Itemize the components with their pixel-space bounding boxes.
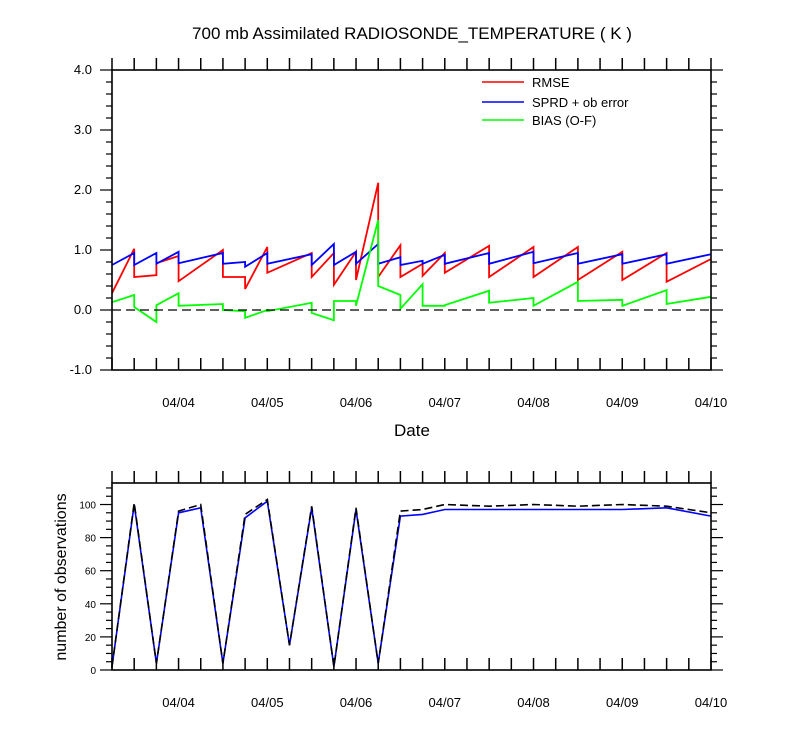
y-tick-label: 0.0 <box>74 302 92 317</box>
x-tick-label: 04/08 <box>517 695 550 710</box>
y-tick-label: 1.0 <box>74 242 92 257</box>
x-tick-label: 04/06 <box>340 695 373 710</box>
series-line-bias-o-f- <box>111 219 712 324</box>
x-tick-label: 04/09 <box>606 695 639 710</box>
x-tick-label: 04/04 <box>162 695 195 710</box>
bottom-series-group <box>111 498 712 667</box>
x-tick-label: 04/07 <box>429 695 462 710</box>
top-series-group <box>111 182 712 324</box>
top-plot-frame <box>111 69 712 371</box>
x-tick-label: 04/06 <box>340 395 373 410</box>
x-axis-label: Date <box>394 421 430 440</box>
y-tick-label: 80 <box>85 534 97 545</box>
chart-title: 700 mb Assimilated RADIOSONDE_TEMPERATUR… <box>192 24 632 43</box>
x-tick-label: 04/08 <box>517 395 550 410</box>
series-line-used <box>111 499 712 667</box>
legend-label-sprd: SPRD + ob error <box>532 95 629 110</box>
x-tick-label: 04/05 <box>251 695 284 710</box>
y-tick-label: 4.0 <box>74 62 92 77</box>
y-tick-label: 3.0 <box>74 122 92 137</box>
x-tick-label: 04/10 <box>695 395 728 410</box>
legend-label-bias: BIAS (O-F) <box>532 113 596 128</box>
y-tick-label: -1.0 <box>70 362 92 377</box>
y-tick-label: 0 <box>90 666 96 677</box>
top-chart-panel: 700 mb Assimilated RADIOSONDE_TEMPERATUR… <box>70 24 728 440</box>
y-axis-label-observations: number of observations <box>53 493 70 660</box>
x-tick-label: 04/05 <box>251 395 284 410</box>
y-tick-label: 2.0 <box>74 182 92 197</box>
top-y-tick-labels: -1.0 0.0 1.0 2.0 3.0 4.0 <box>70 62 92 377</box>
legend-label-rmse: RMSE <box>532 75 570 90</box>
x-tick-label: 04/07 <box>429 395 462 410</box>
top-axis-ticks <box>100 58 723 371</box>
legend: RMSE SPRD + ob error BIAS (O-F) <box>482 75 629 128</box>
bottom-axis-ticks <box>100 471 723 671</box>
bottom-y-tick-labels: 0 20 40 60 80 100 <box>79 501 96 677</box>
y-tick-label: 40 <box>85 600 97 611</box>
y-tick-label: 60 <box>85 567 97 578</box>
series-line-rmse <box>111 182 712 294</box>
series-line-sprd-ob-error <box>111 241 712 269</box>
x-tick-label: 04/09 <box>606 395 639 410</box>
top-x-tick-labels: 04/04 04/05 04/06 04/07 04/08 04/09 04/10 <box>162 395 727 410</box>
bottom-plot-frame <box>111 482 712 671</box>
x-tick-label: 04/04 <box>162 395 195 410</box>
y-tick-label: 20 <box>85 633 97 644</box>
x-tick-label: 04/10 <box>695 695 728 710</box>
y-tick-label: 100 <box>79 501 96 512</box>
bottom-x-tick-labels: 04/04 04/05 04/06 04/07 04/08 04/09 04/10 <box>162 695 727 710</box>
series-line-possible <box>111 498 712 667</box>
